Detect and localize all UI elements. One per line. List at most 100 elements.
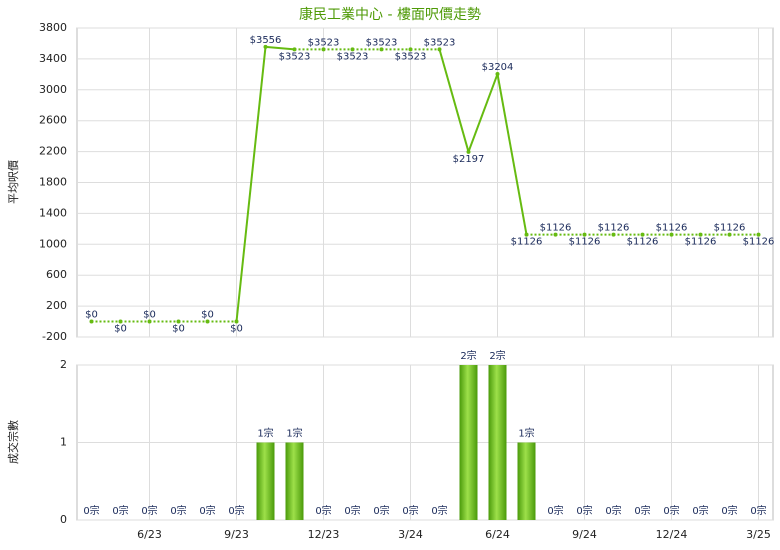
y-tick-label: 2200 [39,145,67,158]
data-label: $0 [85,310,98,321]
data-label: 0宗 [431,504,447,517]
data-label: 0宗 [605,504,621,517]
point [205,319,210,324]
bar [488,365,507,520]
data-label: $2197 [453,154,485,165]
data-label: 1宗 [518,427,534,440]
data-label: $3556 [250,35,282,46]
bar [285,442,304,520]
point [292,47,297,52]
y-tick-label: 3400 [39,52,67,65]
bar [517,442,536,520]
data-label: 0宗 [663,504,679,517]
data-label: 0宗 [83,504,99,517]
data-label: 0宗 [692,504,708,517]
data-label: $1126 [743,237,775,248]
data-label: 0宗 [170,504,186,517]
point [698,232,703,237]
data-label: 0宗 [721,504,737,517]
y-tick-label: 2 [60,358,67,371]
data-label: $3523 [279,51,311,62]
line-segment [235,46,267,322]
data-label: 0宗 [576,504,592,517]
y-tick-label: 1 [60,436,67,449]
data-label: 1宗 [257,427,273,440]
x-tick-label: 12/23 [308,528,340,541]
data-label: 0宗 [344,504,360,517]
point [669,232,674,237]
y-tick-label: 3800 [39,21,67,34]
y-tick-label: -200 [42,330,67,343]
bar [256,442,275,520]
data-label: 1宗 [286,427,302,440]
data-label: 0宗 [402,504,418,517]
point [495,72,500,77]
y-tick-label: 2600 [39,114,67,127]
y-tick-label: 1000 [39,237,67,250]
data-label: $1126 [598,223,630,234]
x-tick-label: 3/25 [746,528,771,541]
point [350,47,355,52]
data-label: 0宗 [228,504,244,517]
point [321,47,326,52]
chart-title: 康民工業中心 - 樓面呎價走勢 [299,6,481,23]
point [147,319,152,324]
data-label: $1126 [656,223,688,234]
point [640,232,645,237]
data-label: $1126 [569,237,601,248]
data-label: 2宗 [460,349,476,362]
x-tick-label: 3/24 [398,528,423,541]
point [553,232,558,237]
point [611,232,616,237]
point [263,44,268,49]
data-label: $0 [172,324,185,335]
line-segment [467,73,499,153]
data-label: 0宗 [634,504,650,517]
data-label: 0宗 [547,504,563,517]
data-label: $1126 [511,237,543,248]
point [582,232,587,237]
y-axis-label: 平均呎價 [6,160,20,204]
data-label: $1126 [540,223,572,234]
data-label: 0宗 [315,504,331,517]
y-tick-label: 600 [46,268,67,281]
point [524,232,529,237]
bar [459,365,478,520]
data-label: $3523 [337,51,369,62]
data-label: 0宗 [141,504,157,517]
line-segment [265,45,295,51]
point [89,319,94,324]
data-label: 0宗 [112,504,128,517]
point [118,319,123,324]
x-tick-label: 6/23 [137,528,162,541]
point [408,47,413,52]
point [379,47,384,52]
data-label: $1126 [714,223,746,234]
point [437,47,442,52]
data-label: $1126 [685,237,717,248]
data-label: 0宗 [373,504,389,517]
point [727,232,732,237]
x-tick-label: 6/24 [485,528,510,541]
y-tick-label: 200 [46,299,67,312]
x-tick-label: 12/24 [656,528,688,541]
line-segment [496,73,528,235]
point [466,149,471,154]
point [176,319,181,324]
x-tick-label: 9/24 [572,528,597,541]
y-tick-label: 1800 [39,176,67,189]
y-tick-label: 1400 [39,206,67,219]
data-label: $0 [201,310,214,321]
y-tick-label: 0 [60,513,67,526]
data-label: $1126 [627,237,659,248]
data-label: $0 [114,324,127,335]
data-label: 0宗 [750,504,766,517]
data-label: $3204 [482,62,514,73]
data-label: $0 [143,310,156,321]
point [756,232,761,237]
data-label: $3523 [308,37,340,48]
y-axis-label: 成交宗數 [6,420,20,464]
x-tick-label: 9/23 [224,528,249,541]
y-tick-label: 3000 [39,83,67,96]
